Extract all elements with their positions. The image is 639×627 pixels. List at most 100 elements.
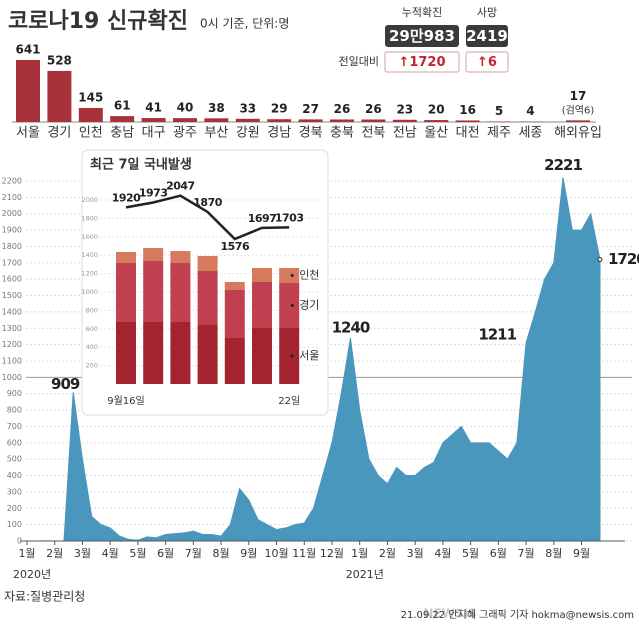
y-tick-label: 500 — [7, 455, 22, 464]
deaths-label: 사망 — [477, 6, 497, 19]
stacked-bar — [252, 267, 272, 282]
y-tick-label: 900 — [7, 389, 22, 398]
inset-y-tick-label: 1800 — [81, 214, 98, 222]
y-tick-label: 800 — [7, 406, 22, 415]
y-tick-label: 700 — [7, 422, 22, 431]
stacked-bar — [224, 289, 245, 338]
value-label: 4 — [526, 104, 534, 118]
deaths-box — [466, 25, 508, 47]
stacked-bar — [224, 338, 245, 384]
category-label: 부산 — [204, 126, 228, 141]
x-tick-label: 4월 — [434, 547, 451, 560]
inset-title: 최근 7일 국내발생 — [90, 157, 192, 173]
subtitle: 0시 기준, 단위:명 — [200, 17, 289, 31]
y-tick-label: 2100 — [2, 193, 22, 202]
category-label: 전북 — [361, 126, 385, 141]
value-label: 5 — [495, 104, 503, 118]
watermark: NEWSIS — [423, 607, 476, 621]
inset-y-tick-label: 1400 — [81, 251, 98, 259]
y-tick-label: 1500 — [2, 291, 22, 300]
x-tick-label: 5월 — [462, 547, 479, 560]
line-label: 1703 — [275, 211, 304, 224]
bar — [235, 118, 260, 122]
cumulative-label: 누적확진 — [402, 6, 442, 19]
value-label: 641 — [15, 43, 40, 57]
inset-y-tick-label: 1600 — [81, 233, 98, 241]
legend-label: 경기 — [299, 298, 319, 311]
legend-dot — [290, 303, 294, 307]
line-label: 2047 — [166, 180, 195, 193]
legend-dot — [290, 354, 294, 358]
stacked-bar — [143, 260, 164, 322]
value-label: 17 — [570, 89, 587, 103]
stacked-bar — [197, 325, 218, 384]
bar — [424, 120, 449, 122]
value-label: 23 — [396, 102, 413, 116]
category-label: 경남 — [267, 126, 291, 141]
last-point — [597, 257, 603, 263]
y-tick-label: 1000 — [2, 373, 22, 382]
y-tick-label: 1900 — [2, 226, 22, 235]
x-tick-label: 7월 — [518, 547, 535, 560]
value-label: 61 — [114, 99, 131, 113]
value-label: 41 — [145, 101, 162, 115]
value-label: 27 — [302, 102, 319, 116]
category-label: 충북 — [330, 126, 354, 141]
bar — [16, 60, 40, 122]
x-tick-label: 1월 — [351, 547, 368, 560]
source: 자료:질병관리청 — [4, 590, 85, 604]
value-label: 145 — [78, 90, 103, 104]
stacked-bar — [279, 327, 300, 384]
bar — [110, 116, 135, 122]
total-line — [125, 194, 290, 241]
inset-x-label: 9월16일 — [107, 395, 145, 407]
inset-y-tick-label: 2000 — [81, 196, 98, 204]
category-label: 세종 — [518, 126, 542, 141]
value-label: 29 — [271, 102, 288, 116]
stacked-bar — [252, 327, 272, 384]
title: 코로나19 신규확진 — [8, 9, 188, 34]
x-tick-label: 8월 — [545, 547, 562, 560]
credit: 21.09.22 안지혜 그래픽 기자 hokma@newsis.com — [401, 609, 634, 621]
x-tick-label: 10월 — [264, 547, 288, 560]
peak-label: 2221 — [544, 156, 582, 174]
stacked-bar — [197, 256, 218, 272]
y-tick-label: 1300 — [2, 324, 22, 333]
y-tick-label: 1100 — [2, 357, 22, 366]
bar — [392, 119, 417, 122]
peak-label: 909 — [51, 375, 80, 393]
x-tick-label: 6월 — [157, 547, 174, 560]
bar — [204, 118, 229, 122]
category-label: 충남 — [110, 126, 134, 141]
value-label: 20 — [428, 103, 445, 117]
stacked-bar — [197, 271, 218, 326]
y-tick-label: 100 — [7, 520, 22, 529]
y-tick-label: 1200 — [2, 340, 22, 349]
value-label: 40 — [177, 101, 194, 115]
inset-y-tick-label: 400 — [86, 343, 98, 351]
x-tick-label: 2월 — [46, 547, 63, 560]
main-chart: 0 100 200 300 400 500 600 700 800 900 1000 1100 1200… — [2, 156, 639, 581]
deaths-change: ↑6 — [477, 55, 497, 70]
deaths-change-box — [465, 51, 509, 73]
x-tick-label: 6월 — [490, 547, 507, 560]
y-tick-label: 200 — [7, 504, 22, 513]
y-tick-label: 1800 — [2, 242, 22, 251]
category-label: 경기 — [47, 126, 71, 141]
category-label: 울산 — [424, 126, 448, 141]
category-label: 해외유입 — [554, 126, 602, 141]
stacked-bar — [279, 267, 300, 283]
value-label: 26 — [334, 102, 351, 116]
y-tick-label: 600 — [7, 438, 22, 447]
x-tick-label: 1월 — [18, 547, 35, 560]
line-label: 1697 — [248, 212, 277, 225]
y-tick-label: 2200 — [2, 177, 22, 186]
value-label: 26 — [365, 102, 382, 116]
x-tick-label: 11월 — [292, 547, 316, 560]
value-label: 16 — [459, 103, 476, 117]
category-label: 광주 — [173, 126, 197, 141]
year-label: 2021년 — [346, 568, 384, 581]
y-tick-label: 2000 — [2, 209, 22, 218]
stacked-bar — [279, 282, 300, 328]
inset-x-label: 22일 — [278, 395, 300, 407]
